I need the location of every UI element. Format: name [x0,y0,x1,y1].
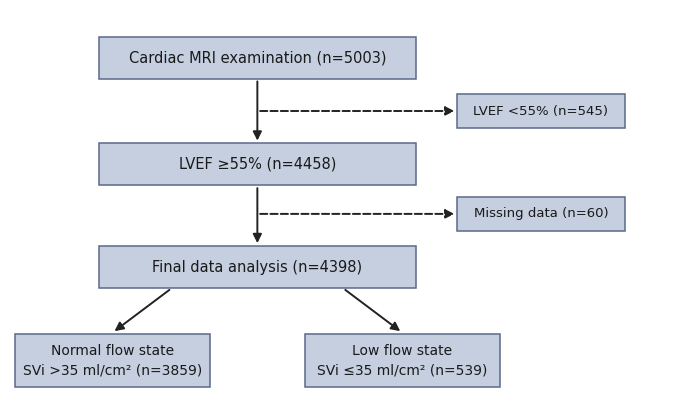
Text: LVEF <55% (n=545): LVEF <55% (n=545) [474,104,608,118]
FancyBboxPatch shape [15,334,209,387]
FancyBboxPatch shape [457,94,625,128]
FancyBboxPatch shape [457,197,625,231]
Text: Final data analysis (n=4398): Final data analysis (n=4398) [152,260,363,275]
Text: Normal flow state
SVi >35 ml/cm² (n=3859): Normal flow state SVi >35 ml/cm² (n=3859… [23,344,202,378]
Text: Low flow state
SVi ≤35 ml/cm² (n=539): Low flow state SVi ≤35 ml/cm² (n=539) [317,344,488,378]
FancyBboxPatch shape [99,246,416,288]
Text: Cardiac MRI examination (n=5003): Cardiac MRI examination (n=5003) [129,50,386,65]
FancyBboxPatch shape [99,143,416,185]
Text: Missing data (n=60): Missing data (n=60) [474,207,608,220]
FancyBboxPatch shape [99,37,416,79]
Text: LVEF ≥55% (n=4458): LVEF ≥55% (n=4458) [178,157,336,172]
FancyBboxPatch shape [305,334,500,387]
